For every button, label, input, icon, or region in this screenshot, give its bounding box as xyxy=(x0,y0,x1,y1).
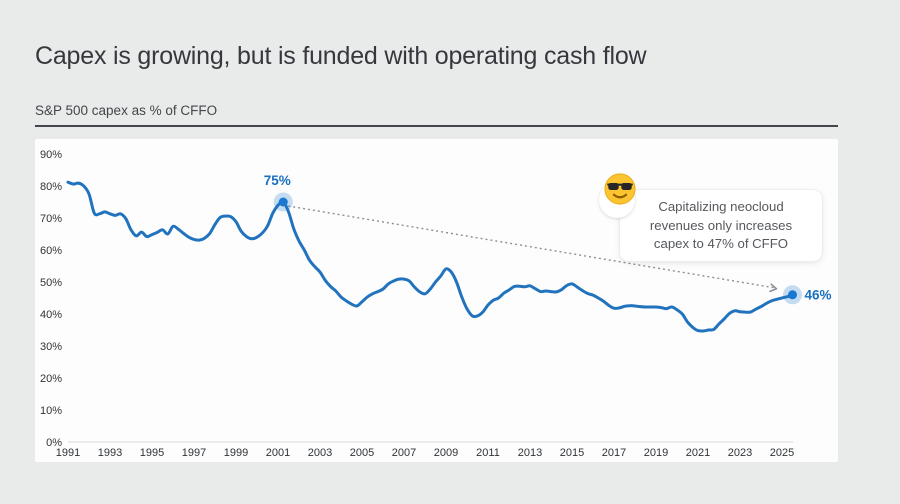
end-value-label: 46% xyxy=(805,287,832,302)
y-tick-label: 10% xyxy=(40,405,62,417)
y-tick-label: 40% xyxy=(40,309,62,321)
callout-line: revenues only increases xyxy=(649,217,793,233)
y-tick-label: 30% xyxy=(40,341,62,353)
x-tick-label: 1995 xyxy=(140,447,164,459)
x-tick-label: 2019 xyxy=(644,447,668,459)
annotation-arrowhead xyxy=(769,283,778,293)
x-tick-label: 2001 xyxy=(266,447,290,459)
callout-line: Capitalizing neocloud xyxy=(658,199,784,214)
x-tick-label: 2013 xyxy=(518,447,542,459)
page-title: Capex is growing, but is funded with ope… xyxy=(35,42,647,70)
x-tick-label: 1993 xyxy=(98,447,122,459)
x-tick-label: 1991 xyxy=(56,447,80,459)
y-tick-label: 60% xyxy=(40,245,62,257)
annotation-dotted-line xyxy=(288,205,775,289)
x-tick-label: 2025 xyxy=(770,447,794,459)
x-tick-label: 2021 xyxy=(686,447,710,459)
callout-emoji xyxy=(598,172,642,220)
y-tick-label: 70% xyxy=(40,213,62,225)
chart-panel: 90% 80% 70% 60% 50% 40% 30% 20% 10% 0% 1991 1993 199… xyxy=(35,139,838,462)
peak-value-label: 75% xyxy=(264,173,291,188)
y-tick-label: 0% xyxy=(46,437,62,449)
x-tick-label: 2009 xyxy=(434,447,458,459)
x-tick-label: 2017 xyxy=(602,447,626,459)
capex-line xyxy=(66,180,794,333)
x-tick-label: 2023 xyxy=(728,447,752,459)
end-marker xyxy=(788,290,797,300)
x-tick-label: 2007 xyxy=(392,447,416,459)
y-tick-label: 80% xyxy=(40,181,62,193)
x-tick-label: 2011 xyxy=(476,447,500,459)
y-tick-label: 50% xyxy=(40,277,62,289)
sunglasses-emoji-icon xyxy=(604,173,636,205)
x-tick-label: 2015 xyxy=(560,447,584,459)
chart-canvas: 90% 80% 70% 60% 50% 40% 30% 20% 10% 0%1991 1993 199… xyxy=(40,149,832,459)
y-tick-label: 20% xyxy=(40,373,62,385)
x-tick-label: 1997 xyxy=(182,447,206,459)
x-tick-label: 2005 xyxy=(350,447,374,459)
subtitle-divider xyxy=(35,125,838,127)
y-tick-label: 90% xyxy=(40,149,62,161)
x-tick-label: 2003 xyxy=(308,447,332,459)
x-tick-label: 1999 xyxy=(224,447,248,459)
chart-subtitle: S&P 500 capex as % of CFFO xyxy=(35,103,218,118)
callout-line: capex to 47% of CFFO xyxy=(653,236,789,251)
callout-card: Capitalizing neocloud revenues only incr… xyxy=(620,190,822,261)
peak-marker xyxy=(278,197,288,207)
